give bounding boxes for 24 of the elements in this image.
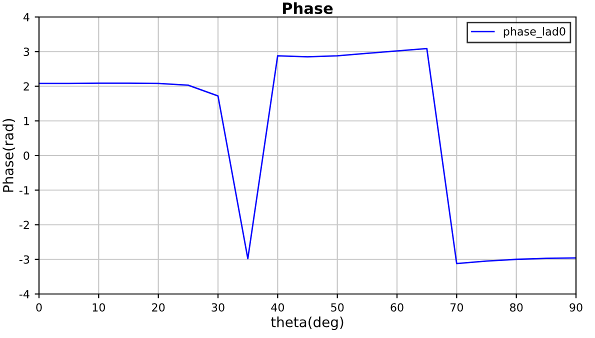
- y-tick-label: -1: [19, 186, 29, 194]
- y-tick-label: 0: [24, 151, 30, 160]
- x-tick-label: 0: [36, 303, 42, 312]
- y-tick-label: -4: [19, 290, 30, 298]
- x-tick-label: 30: [212, 303, 224, 312]
- x-tick-label: 40: [271, 303, 284, 312]
- y-tick-label: 3: [24, 48, 30, 56]
- x-tick-label: 90: [570, 303, 582, 312]
- y-tick-label: 4: [23, 13, 30, 22]
- line-series: [39, 48, 576, 264]
- chart-title: Phase: [282, 2, 333, 14]
- y-axis-title: Phase(rad): [2, 119, 16, 192]
- y-tick-label: 2: [24, 82, 29, 90]
- y-tick-label: -2: [19, 220, 29, 229]
- x-tick-label: 60: [390, 303, 404, 312]
- legend-label: phase_lad0: [504, 27, 566, 38]
- x-tick-label: 50: [331, 303, 344, 312]
- x-tick-label: 10: [92, 303, 105, 312]
- y-tick-label: -3: [19, 255, 30, 264]
- x-axis-title: theta(deg): [270, 316, 344, 330]
- x-tick-label: 80: [510, 303, 523, 312]
- y-tick-label: 1: [24, 116, 29, 126]
- x-tick-label: 70: [450, 303, 463, 312]
- x-tick-label: 20: [152, 303, 165, 312]
